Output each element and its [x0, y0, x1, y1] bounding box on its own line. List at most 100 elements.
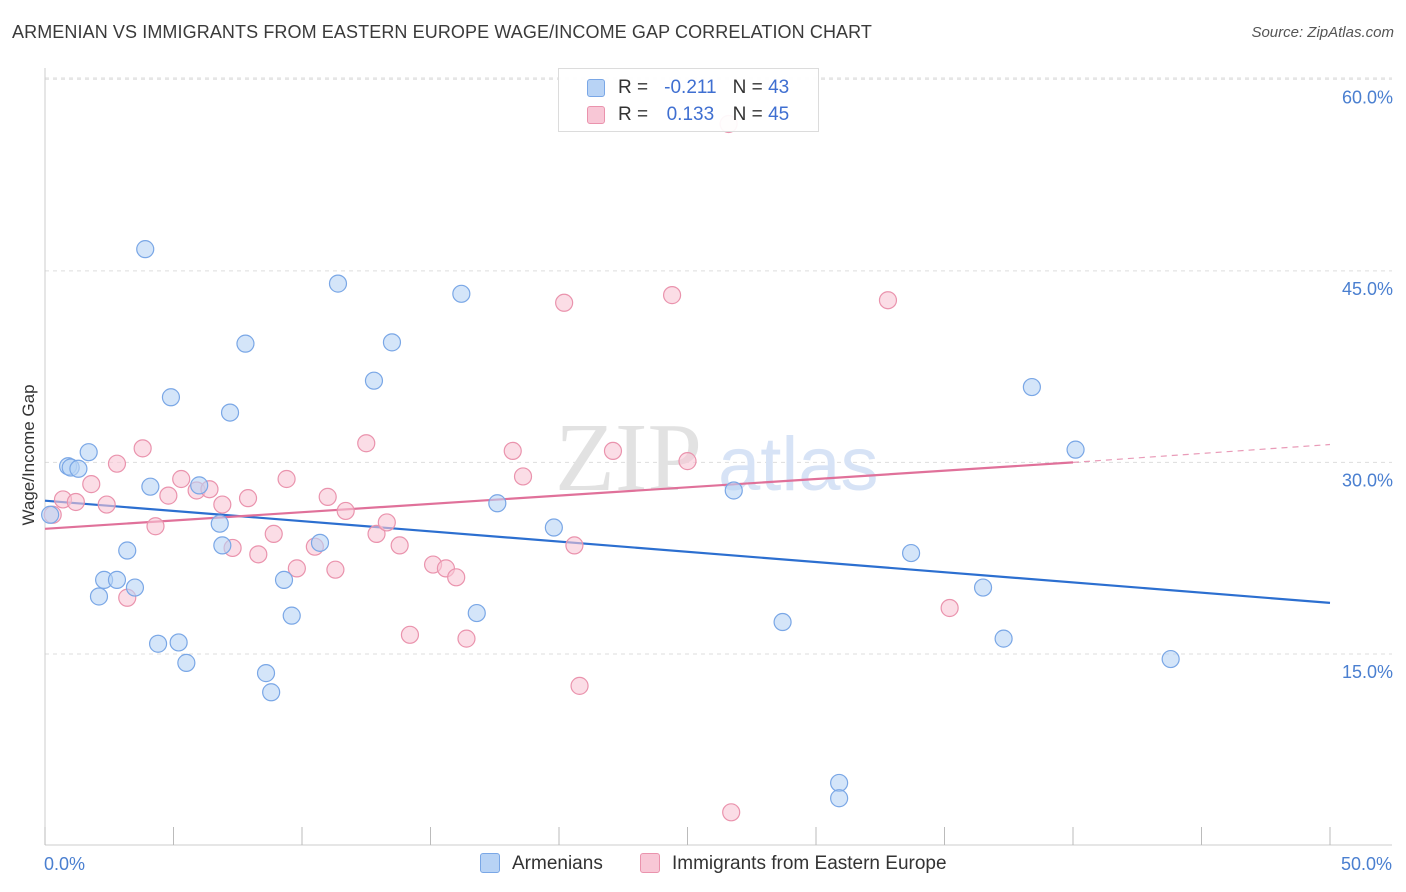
point-armenians[interactable] — [452, 284, 471, 303]
point-immigrants[interactable] — [318, 487, 337, 506]
point-immigrants[interactable] — [565, 536, 584, 555]
point-immigrants[interactable] — [264, 524, 283, 544]
point-immigrants[interactable] — [357, 434, 376, 453]
point-armenians[interactable] — [488, 494, 507, 513]
point-immigrants[interactable] — [159, 486, 178, 505]
point-armenians[interactable] — [994, 629, 1013, 648]
point-armenians[interactable] — [310, 533, 330, 552]
point-immigrants[interactable] — [213, 495, 232, 514]
point-armenians[interactable] — [148, 634, 168, 653]
point-immigrants[interactable] — [66, 492, 85, 512]
trendline-armenians — [44, 499, 1331, 604]
source-label: Source: ZipAtlas.com — [1251, 24, 1394, 41]
point-armenians[interactable] — [161, 388, 181, 407]
legend-r-label: R = — [618, 77, 649, 98]
point-armenians[interactable] — [382, 333, 402, 352]
legend-n-value: 43 — [768, 77, 790, 98]
point-immigrants[interactable] — [326, 560, 345, 579]
point-immigrants[interactable] — [82, 475, 101, 494]
legend-n-label: N = — [732, 104, 763, 125]
point-immigrants[interactable] — [940, 598, 959, 618]
watermark: ZIP atlas — [555, 404, 879, 512]
watermark-atlas: atlas — [718, 422, 879, 507]
point-armenians[interactable] — [1066, 440, 1085, 459]
point-armenians[interactable] — [220, 403, 240, 422]
point-immigrants[interactable] — [570, 676, 589, 695]
point-immigrants[interactable] — [146, 517, 165, 536]
legend-r-label: R = — [618, 104, 649, 125]
y-tick-label: 15.0% — [1342, 662, 1393, 682]
trendline-immigrants-extension — [1072, 443, 1331, 463]
point-immigrants[interactable] — [678, 452, 697, 471]
points-layer — [41, 114, 1180, 822]
point-armenians[interactable] — [210, 514, 229, 533]
point-armenians[interactable] — [262, 683, 281, 702]
point-armenians[interactable] — [1161, 649, 1180, 669]
point-immigrants[interactable] — [172, 469, 191, 489]
point-immigrants[interactable] — [238, 489, 258, 508]
point-armenians[interactable] — [41, 505, 60, 524]
grid-layer — [45, 77, 1392, 655]
x-tick-label-max: 50.0% — [1341, 854, 1392, 874]
point-immigrants[interactable] — [400, 625, 420, 644]
legend-series: Armenians Immigrants from Eastern Europe — [0, 852, 1406, 878]
point-armenians[interactable] — [1022, 377, 1041, 397]
point-armenians[interactable] — [169, 633, 188, 652]
point-immigrants[interactable] — [367, 524, 386, 544]
legend-item-label: Armenians — [512, 853, 603, 874]
point-immigrants[interactable] — [457, 629, 476, 648]
point-immigrants[interactable] — [722, 803, 741, 822]
point-armenians[interactable] — [141, 477, 160, 496]
point-armenians[interactable] — [236, 334, 255, 353]
y-axis-label: Wage/Income Gap — [19, 384, 38, 525]
point-immigrants[interactable] — [603, 441, 623, 461]
point-armenians[interactable] — [830, 789, 849, 808]
point-armenians[interactable] — [118, 541, 137, 560]
point-armenians[interactable] — [107, 570, 127, 589]
point-armenians[interactable] — [274, 570, 294, 589]
point-armenians[interactable] — [467, 603, 486, 623]
point-armenians[interactable] — [89, 587, 109, 606]
point-armenians[interactable] — [190, 476, 209, 495]
point-immigrants[interactable] — [97, 495, 116, 514]
point-armenians[interactable] — [177, 653, 196, 672]
x-tick-label-min: 0.0% — [44, 854, 85, 874]
legend-n-value: 45 — [768, 104, 790, 125]
y-tick-label: 30.0% — [1342, 470, 1393, 490]
point-armenians[interactable] — [213, 536, 232, 555]
point-armenians[interactable] — [901, 543, 921, 563]
point-immigrants[interactable] — [390, 536, 409, 555]
point-immigrants[interactable] — [878, 291, 898, 310]
point-armenians[interactable] — [328, 274, 348, 293]
point-immigrants[interactable] — [277, 469, 296, 489]
point-immigrants[interactable] — [503, 441, 522, 461]
point-immigrants[interactable] — [447, 568, 466, 587]
axis-layer — [44, 68, 1392, 846]
point-immigrants[interactable] — [107, 454, 127, 473]
point-immigrants[interactable] — [513, 467, 533, 486]
point-armenians[interactable] — [544, 518, 563, 537]
point-armenians[interactable] — [79, 443, 98, 462]
y-tick-label: 60.0% — [1342, 87, 1393, 107]
chart-title: ARMENIAN VS IMMIGRANTS FROM EASTERN EURO… — [12, 22, 873, 42]
legend-swatch-blue — [480, 853, 500, 873]
point-armenians[interactable] — [973, 578, 993, 597]
point-immigrants[interactable] — [662, 286, 682, 305]
point-armenians[interactable] — [256, 664, 276, 683]
y-tick-labels: 15.0% 30.0% 45.0% 60.0% — [1342, 87, 1393, 682]
point-armenians[interactable] — [773, 612, 792, 632]
point-armenians[interactable] — [724, 481, 743, 500]
point-armenians[interactable] — [125, 578, 145, 597]
point-armenians[interactable] — [830, 773, 849, 793]
point-immigrants[interactable] — [133, 439, 152, 458]
point-immigrants[interactable] — [287, 559, 306, 578]
legend-swatch-pink — [587, 106, 605, 124]
point-armenians[interactable] — [282, 606, 301, 625]
point-immigrants[interactable] — [336, 501, 355, 521]
point-immigrants[interactable] — [249, 545, 268, 564]
point-armenians[interactable] — [69, 459, 88, 478]
point-immigrants[interactable] — [377, 513, 396, 532]
point-armenians[interactable] — [136, 240, 155, 259]
point-immigrants[interactable] — [555, 293, 574, 312]
point-armenians[interactable] — [364, 371, 384, 390]
